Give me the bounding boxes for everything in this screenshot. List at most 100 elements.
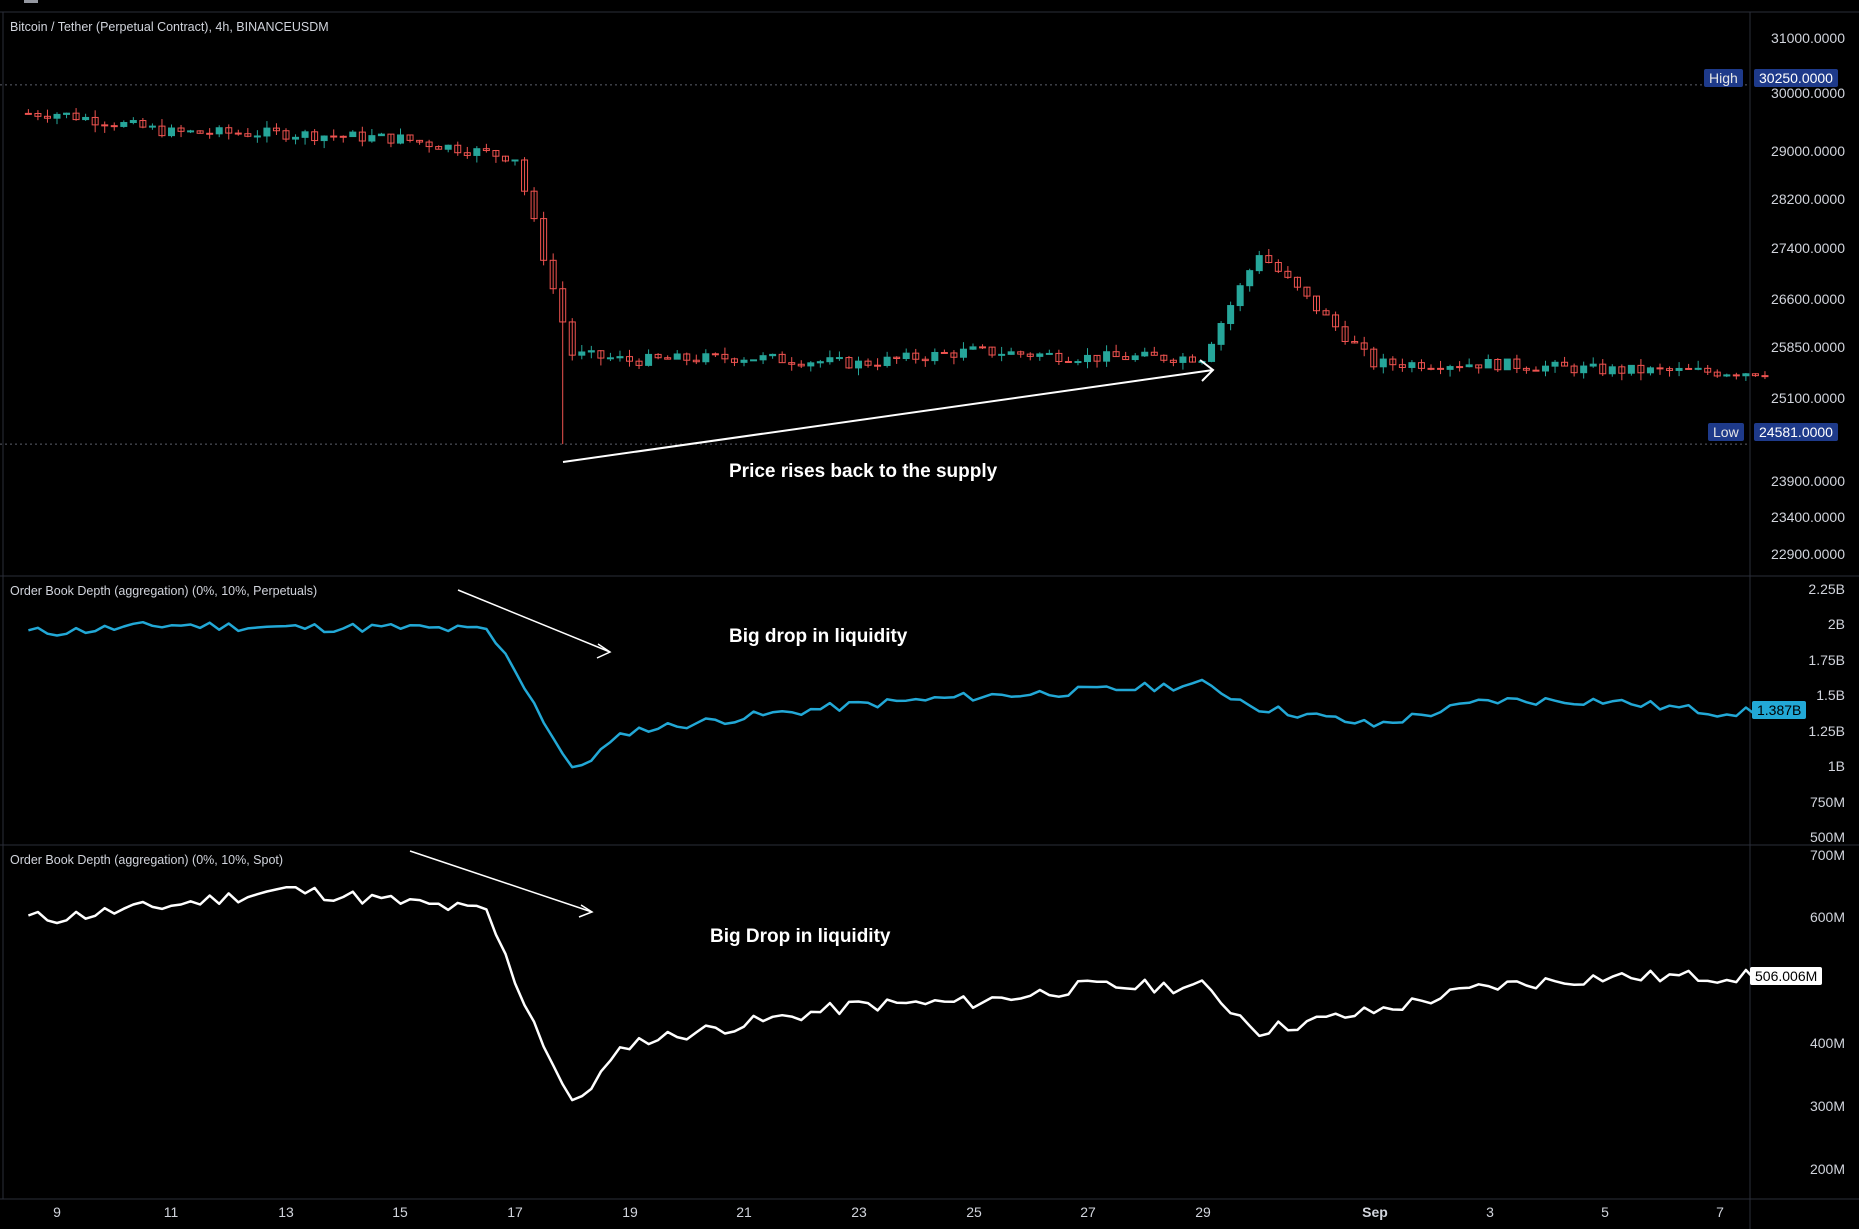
candle-body: [1446, 366, 1454, 370]
candle-body: [692, 359, 700, 363]
candle-body: [63, 112, 71, 115]
candle-body: [1542, 365, 1549, 372]
spot-depth-line-arrow: [409, 850, 593, 913]
candle-body: [34, 113, 42, 117]
candle-body: [1475, 364, 1483, 369]
candle-body: [921, 358, 929, 362]
perp-tick-label: 2B: [1827, 616, 1845, 632]
candle-body: [988, 346, 996, 356]
candle-body: [1093, 354, 1101, 362]
candle-body: [330, 135, 338, 138]
x-tick-label: 17: [507, 1204, 523, 1220]
candle-body: [645, 353, 653, 366]
candle-body: [129, 120, 137, 124]
candle-body: [893, 356, 901, 360]
candle-body: [1599, 363, 1607, 375]
candle-body: [1656, 367, 1664, 370]
spot-tick-label: 300M: [1809, 1098, 1845, 1114]
candle-body: [511, 159, 519, 162]
candle-body: [606, 357, 614, 360]
candle-body: [1045, 352, 1053, 355]
spot-tick-label: 600M: [1809, 909, 1845, 925]
candle-body: [1064, 360, 1072, 363]
candle-body: [778, 353, 786, 364]
x-tick-label: 15: [392, 1204, 408, 1220]
candle-body: [635, 360, 643, 366]
candle-body: [521, 159, 529, 192]
candle-body: [940, 351, 948, 354]
price-tick-label: 29000.0000: [1771, 143, 1845, 159]
candle-body: [1360, 342, 1368, 350]
x-tick-label: 27: [1080, 1204, 1096, 1220]
candle-body: [1427, 367, 1435, 370]
candle-body: [1284, 270, 1292, 278]
candle-body: [1637, 364, 1645, 374]
candle-body: [406, 134, 414, 141]
spot-annotation: Big Drop in liquidity: [710, 926, 891, 947]
price-arrow-head: [1199, 359, 1215, 382]
perp-pane-title: Order Book Depth (aggregation) (0%, 10%,…: [10, 584, 318, 598]
candle-body: [797, 363, 805, 367]
price-tick-label: 25100.0000: [1771, 390, 1845, 406]
candle-body: [1379, 358, 1387, 368]
candle-body: [301, 131, 309, 138]
candle-body: [1274, 262, 1282, 272]
candle-body: [358, 131, 366, 142]
candle-body: [320, 135, 328, 142]
candle-body: [139, 120, 147, 128]
candle-body: [1589, 363, 1597, 367]
spot-tick-label: 200M: [1809, 1161, 1845, 1177]
x-tick-label: 9: [53, 1204, 61, 1220]
candle-body: [1751, 373, 1759, 377]
candle-body: [959, 348, 967, 358]
x-tick-label: 11: [163, 1204, 179, 1220]
price-tick-label: 25850.0000: [1771, 339, 1845, 355]
candle-body: [501, 155, 509, 162]
candle-body: [206, 132, 214, 135]
candle-body: [454, 144, 462, 154]
candle-body: [1122, 356, 1130, 361]
price-tick-label: 22900.0000: [1771, 546, 1845, 562]
candle-body: [559, 288, 567, 323]
candle-body: [683, 353, 691, 361]
candle-body: [225, 127, 233, 134]
candle-body: [1160, 354, 1168, 361]
candle-body: [416, 139, 424, 143]
price-annotation: Price rises back to the supply: [729, 461, 998, 482]
candle-body: [530, 190, 538, 220]
perp-last-value-tag: 1.387B: [1752, 701, 1807, 719]
candle-body: [53, 113, 61, 119]
candle-body: [1026, 353, 1034, 357]
candle-body: [1627, 364, 1635, 374]
candle-body: [1332, 314, 1340, 328]
candle-body: [750, 359, 758, 362]
candle-body: [492, 150, 500, 157]
candle-body: [1761, 375, 1769, 378]
candle-body: [1293, 276, 1301, 288]
candle-body: [110, 125, 118, 128]
price-tick-label: 30000.0000: [1771, 85, 1845, 101]
candle-body: [158, 125, 166, 137]
price-tick-label: 23400.0000: [1771, 509, 1845, 525]
candle-body: [187, 130, 195, 133]
candle-body: [292, 136, 300, 140]
candle-body: [874, 364, 882, 367]
x-tick-label: 21: [736, 1204, 752, 1220]
candle-body: [196, 130, 204, 134]
perp-tick-label: 500M: [1809, 829, 1845, 845]
candle-body: [1131, 355, 1139, 361]
candle-body: [1437, 367, 1445, 370]
candle-body: [82, 116, 90, 121]
candle-body: [816, 361, 824, 364]
candle-body: [1303, 286, 1311, 297]
candle-body: [377, 133, 385, 137]
perp-depth-line-arrow: [457, 589, 611, 653]
candle-body: [1036, 353, 1044, 357]
price-tick-label: 26600.0000: [1771, 291, 1845, 307]
candle-body: [1551, 361, 1559, 367]
candle-body: [1055, 352, 1063, 362]
spot-pane-title: Order Book Depth (aggregation) (0%, 10%,…: [10, 853, 284, 867]
candle-body: [1532, 369, 1540, 372]
candle-body: [1513, 358, 1521, 369]
x-tick-label: 7: [1716, 1204, 1724, 1220]
